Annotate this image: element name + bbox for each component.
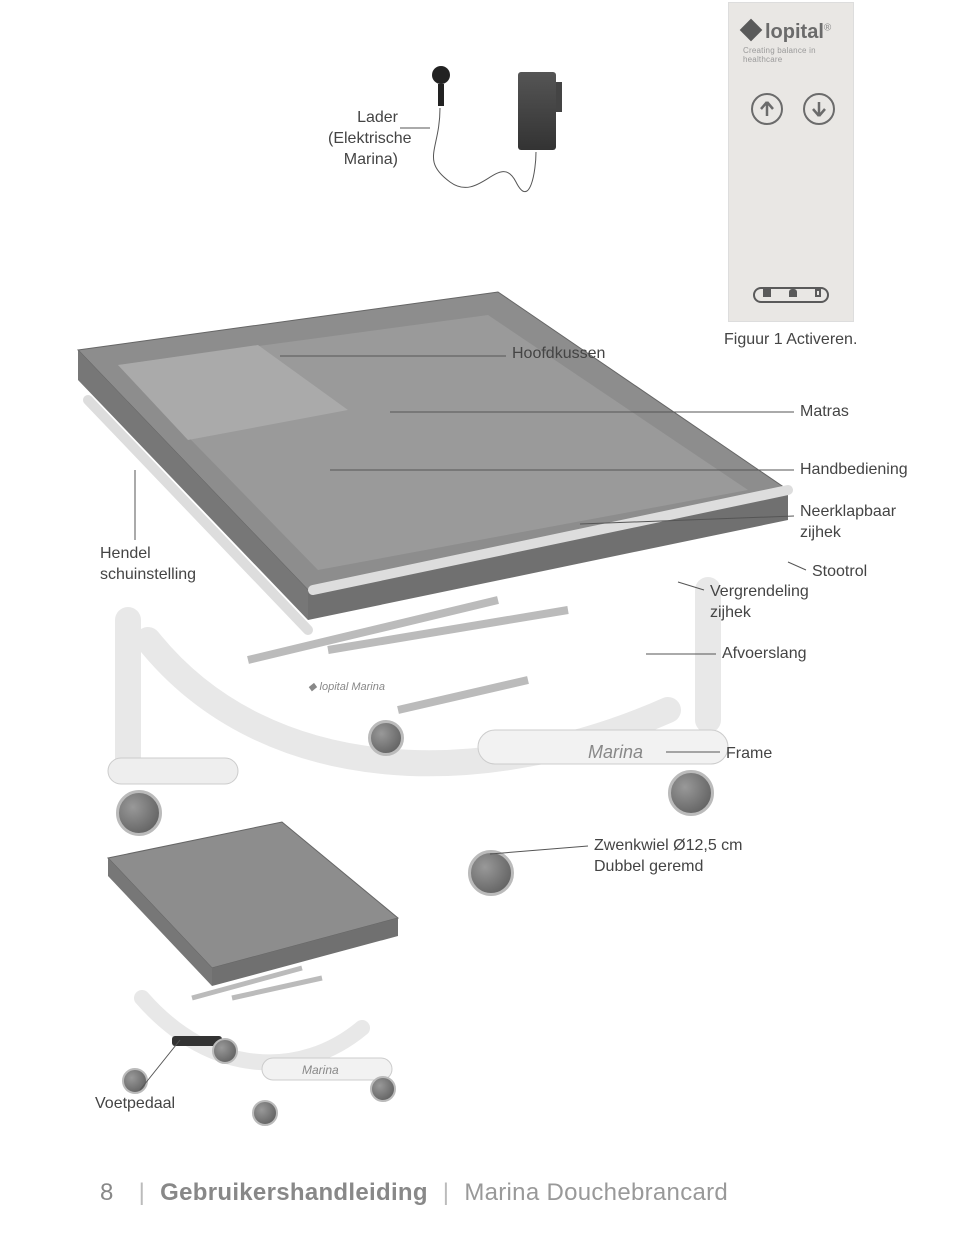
footer-title-light: Marina Douchebrancard [464,1179,728,1206]
page-footer: 8 | Gebruikershandleiding | Marina Douch… [100,1179,728,1207]
small-leader [0,0,960,1150]
footer-title-bold: Gebruikershandleiding [160,1179,428,1206]
footer-sep-2: | [443,1179,450,1206]
label-voetpedaal: Voetpedaal [95,1094,175,1115]
footer-sep-1: | [139,1179,146,1206]
page-number: 8 [100,1179,114,1206]
